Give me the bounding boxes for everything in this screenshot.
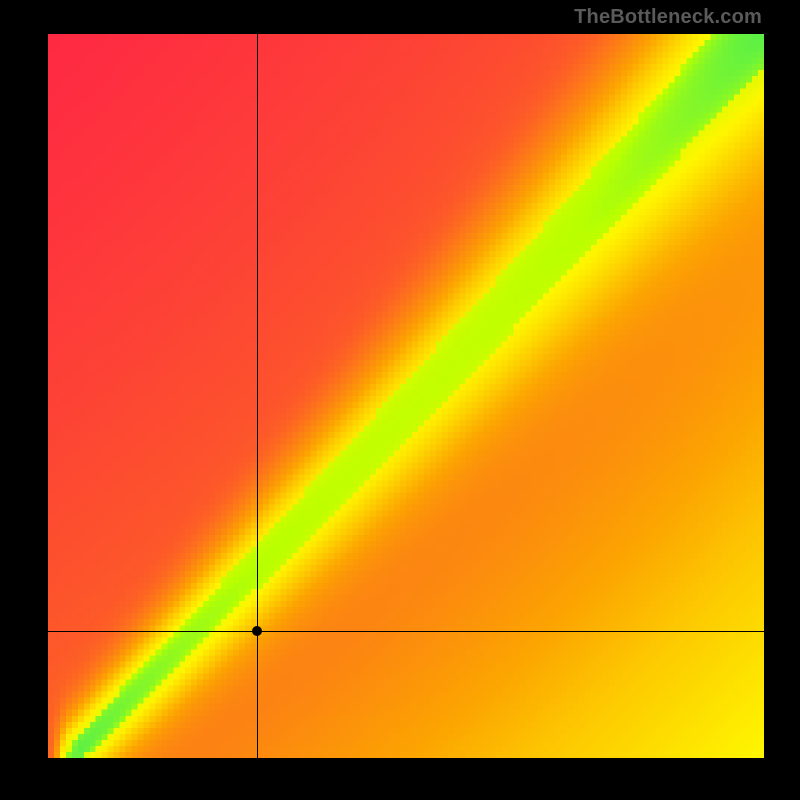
heatmap-plot-area [48, 34, 764, 758]
crosshair-vertical [257, 34, 258, 758]
heatmap-canvas [48, 34, 764, 758]
crosshair-marker-dot [252, 626, 262, 636]
watermark-text: TheBottleneck.com [574, 6, 762, 29]
crosshair-horizontal [48, 631, 764, 632]
